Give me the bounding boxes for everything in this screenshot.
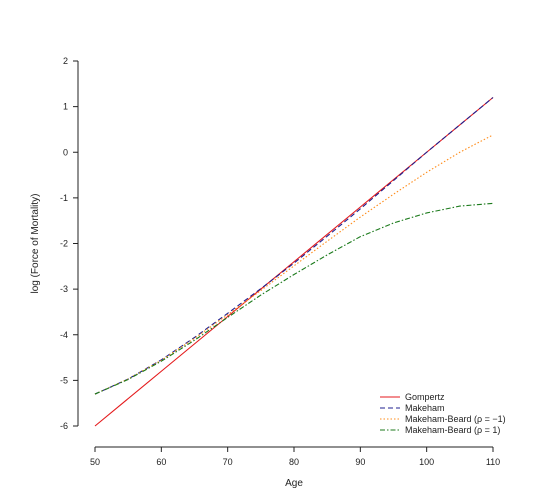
x-ticks: 50 60 70 80 90 100 110 bbox=[90, 447, 500, 467]
y-tick-label: -1 bbox=[60, 193, 68, 203]
series-line-3 bbox=[94, 134, 494, 395]
x-tick-label: 70 bbox=[223, 457, 233, 467]
y-tick-label: -5 bbox=[60, 375, 68, 385]
y-axis-title: log (Force of Mortality) bbox=[30, 193, 41, 293]
legend-label-1: Gompertz bbox=[405, 392, 445, 402]
x-tick-label: 90 bbox=[355, 457, 365, 467]
axes: -6 -5 -4 -3 -2 -1 0 1 2 50 60 70 80 90 100 110 bbox=[60, 56, 500, 467]
y-tick-label: 0 bbox=[63, 147, 68, 157]
y-tick-label: 1 bbox=[63, 102, 68, 112]
y-tick-label: 2 bbox=[63, 56, 68, 66]
series-layer bbox=[94, 97, 494, 427]
legend-label-2: Makeham bbox=[405, 403, 445, 413]
y-tick-label: -3 bbox=[60, 284, 68, 294]
y-tick-label: -6 bbox=[60, 421, 68, 431]
legend-label-4: Makeham-Beard (ρ = 1) bbox=[405, 425, 500, 435]
x-tick-label: 100 bbox=[419, 457, 434, 467]
series-line-2 bbox=[94, 97, 494, 395]
y-tick-label: -4 bbox=[60, 330, 68, 340]
y-tick-label: -2 bbox=[60, 239, 68, 249]
legend-label-3: Makeham-Beard (ρ = −1) bbox=[405, 414, 506, 424]
x-tick-label: 50 bbox=[90, 457, 100, 467]
x-tick-label: 110 bbox=[486, 457, 500, 467]
x-axis-title: Age bbox=[285, 478, 303, 489]
x-tick-label: 60 bbox=[156, 457, 166, 467]
y-ticks: -6 -5 -4 -3 -2 -1 0 1 2 bbox=[60, 56, 78, 431]
series-line-4 bbox=[94, 202, 494, 395]
x-tick-label: 80 bbox=[289, 457, 299, 467]
